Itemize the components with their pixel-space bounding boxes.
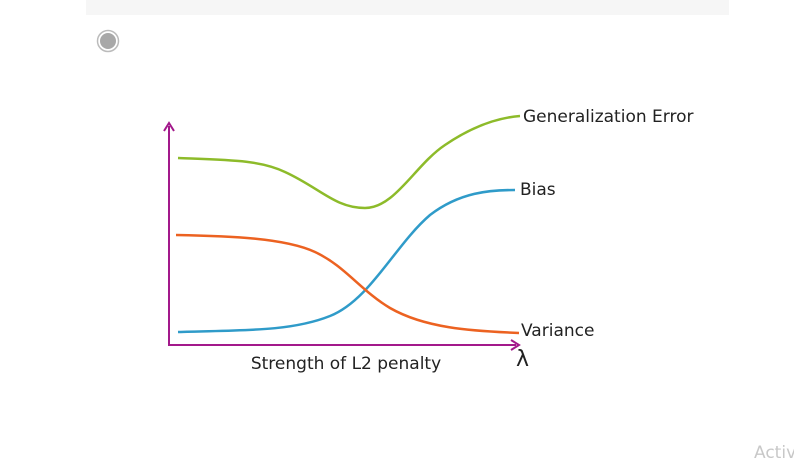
generalization-error-curve xyxy=(177,114,521,210)
variance-curve xyxy=(175,233,520,335)
radio-dot xyxy=(100,33,116,49)
y-axis-arrow xyxy=(163,121,175,132)
x-axis-arrow xyxy=(510,339,521,351)
watermark: Activ xyxy=(754,443,794,460)
generalization-error-label: Generalization Error xyxy=(523,107,693,127)
top-bar xyxy=(86,0,729,15)
x-axis-label: Strength of L2 penalty xyxy=(251,354,441,374)
bias-label: Bias xyxy=(520,180,556,200)
lambda-label: λ xyxy=(516,347,529,372)
variance-label: Variance xyxy=(521,321,594,341)
diagram: Generalization Error Bias Variance Stren… xyxy=(163,107,693,374)
bias-curve xyxy=(177,188,516,334)
